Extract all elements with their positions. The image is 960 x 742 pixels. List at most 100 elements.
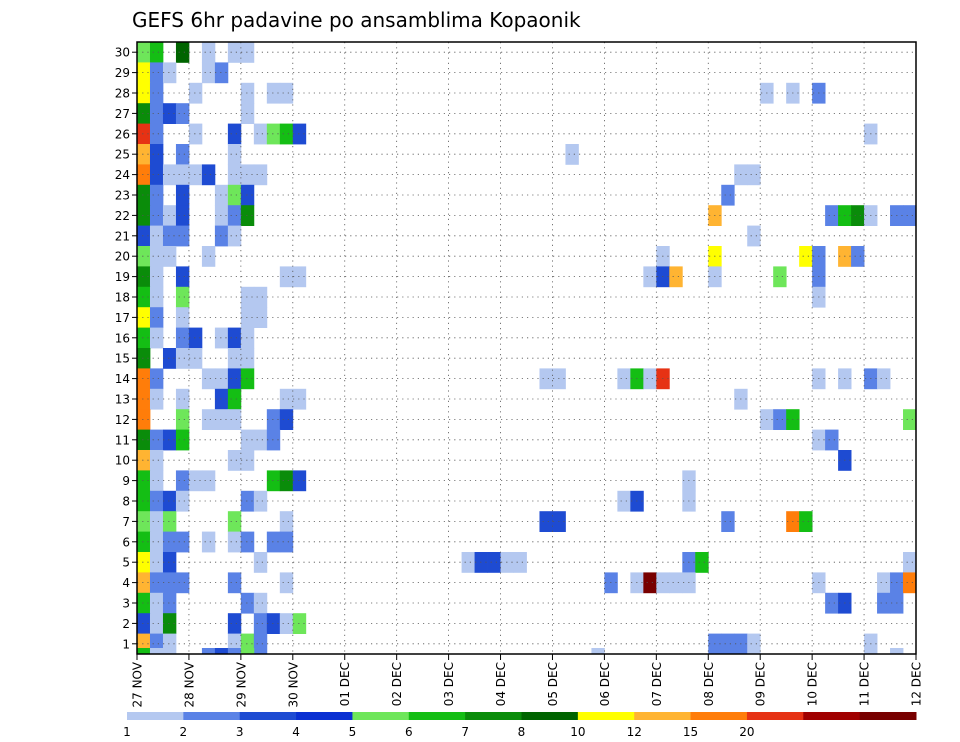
precip-cell	[137, 429, 151, 451]
precip-cell	[188, 327, 203, 349]
precip-cell	[799, 246, 813, 267]
precip-cell	[240, 307, 255, 328]
x-tick-label: 27 NOV	[131, 661, 145, 707]
precip-cell	[240, 286, 255, 308]
precip-cell	[175, 266, 190, 288]
precip-cell	[149, 286, 164, 308]
precip-cell	[266, 82, 281, 104]
precip-cell	[227, 531, 242, 553]
x-tick-label: 10 DEC	[806, 662, 820, 706]
precip-cell	[877, 572, 891, 594]
precip-cell	[201, 531, 216, 553]
precip-cell	[539, 511, 553, 532]
precip-cell	[253, 633, 268, 655]
precip-cell	[292, 266, 307, 288]
colorbar-label: 4	[292, 725, 300, 739]
precip-cell	[137, 552, 151, 573]
precip-cell	[162, 531, 177, 553]
precip-cell	[149, 123, 164, 145]
precip-cell	[162, 490, 177, 512]
precip-cell	[825, 205, 839, 226]
precip-cell	[214, 409, 229, 430]
precip-cell	[279, 572, 294, 594]
precip-cell	[643, 368, 657, 390]
x-tick-label: 02 DEC	[390, 662, 404, 706]
x-tick-label: 03 DEC	[442, 662, 456, 706]
precip-cell	[240, 450, 255, 471]
precip-cell	[292, 470, 307, 492]
y-tick-label: 6	[122, 535, 130, 549]
precip-cell	[188, 348, 203, 369]
colorbar-swatch	[859, 712, 917, 720]
precip-cell	[617, 368, 631, 390]
colorbar-label: 1	[123, 725, 131, 739]
x-tick-label: 11 DEC	[858, 662, 872, 706]
precip-cell	[214, 184, 229, 206]
precip-cell	[227, 42, 242, 63]
precip-cell	[175, 429, 190, 451]
precip-cell	[253, 286, 268, 308]
y-tick-label: 29	[115, 66, 130, 80]
precip-cell	[253, 592, 268, 614]
precip-cell	[214, 205, 229, 226]
precip-cell	[175, 42, 190, 63]
precip-cell	[240, 103, 255, 124]
precip-cell	[851, 246, 865, 267]
precip-cell	[214, 327, 229, 349]
precip-cell	[149, 205, 164, 226]
precip-cell	[214, 648, 229, 655]
precip-cell	[175, 164, 190, 186]
x-tick-label: 09 DEC	[754, 662, 768, 706]
precip-cell	[292, 388, 307, 410]
precip-cell	[149, 82, 164, 104]
precip-cell	[539, 368, 553, 390]
precip-cell	[227, 368, 242, 390]
precip-cell	[137, 450, 151, 471]
precip-cell	[149, 307, 164, 328]
precip-cell	[747, 225, 761, 247]
precip-cell	[227, 613, 242, 634]
colorbar-swatch	[239, 712, 297, 720]
precip-cell	[266, 123, 281, 145]
chart-title: GEFS 6hr padavine po ansamblima Kopaonik	[132, 8, 581, 32]
precip-cell	[162, 62, 177, 84]
precip-cell	[175, 572, 190, 594]
precip-cell	[149, 42, 164, 63]
precip-cell	[773, 409, 787, 430]
x-tick-label: 04 DEC	[494, 662, 508, 706]
precip-cell	[188, 82, 203, 104]
colorbar-swatch	[408, 712, 466, 720]
precip-cell	[175, 388, 190, 410]
precip-cell	[137, 144, 151, 165]
x-tick-label: 07 DEC	[650, 662, 664, 706]
colorbar-swatch	[352, 712, 410, 720]
precip-cell	[201, 409, 216, 430]
precip-cell	[279, 470, 294, 492]
precip-cell	[149, 470, 164, 492]
precip-cell	[175, 144, 190, 165]
precip-cell	[240, 531, 255, 553]
precip-cell	[240, 648, 255, 655]
precip-cell	[201, 164, 216, 186]
y-tick-label: 24	[115, 168, 130, 182]
y-tick-label: 20	[115, 250, 130, 264]
colorbar-swatch	[803, 712, 861, 720]
precip-cell	[227, 184, 242, 206]
precip-cell	[175, 286, 190, 308]
precip-cell	[137, 592, 151, 614]
precip-cell	[227, 123, 242, 145]
precip-cell	[162, 164, 177, 186]
precip-cell	[279, 388, 294, 410]
y-tick-label: 4	[122, 576, 130, 590]
precip-cell	[149, 490, 164, 512]
x-tick-label: 29 NOV	[234, 661, 248, 707]
precip-cell	[149, 388, 164, 410]
x-tick-label: 30 NOV	[286, 661, 300, 707]
precip-cell	[137, 388, 151, 410]
precip-cell	[903, 409, 917, 430]
precip-cell	[137, 648, 151, 655]
precip-cell	[149, 327, 164, 349]
precip-cell	[175, 184, 190, 206]
precip-cell	[175, 225, 190, 247]
precip-cell	[175, 531, 190, 553]
